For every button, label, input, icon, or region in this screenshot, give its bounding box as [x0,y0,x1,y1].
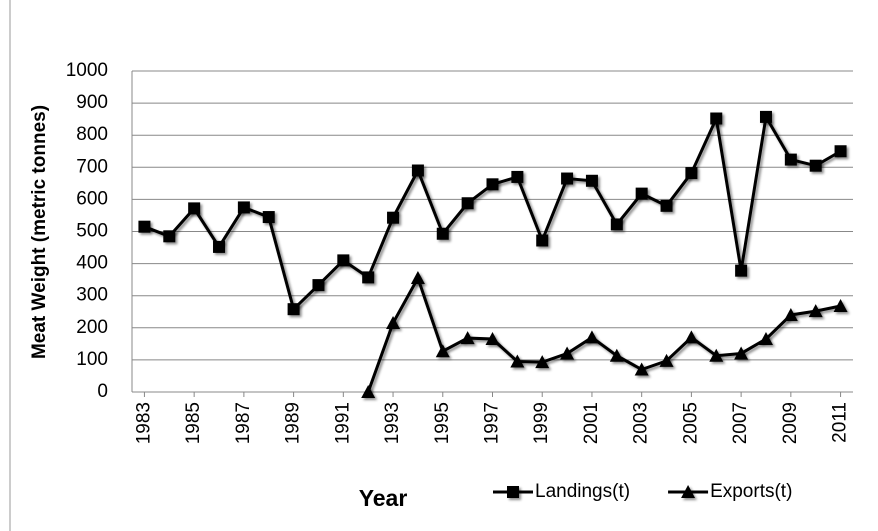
marker [660,199,673,212]
marker [188,202,201,215]
y-tick-label: 800 [76,124,108,145]
marker [337,254,350,267]
y-tick-label: 500 [76,221,108,242]
marker [436,227,449,240]
marker [507,486,519,498]
x-tick-label: 1983 [133,402,154,444]
marker [684,330,699,344]
marker [560,346,575,360]
marker [461,197,474,210]
marker [685,167,698,180]
x-tick-label: 2001 [581,402,602,444]
marker [410,271,425,285]
x-tick-label: 2009 [780,402,801,444]
marker [561,172,574,185]
marker [834,145,847,158]
marker [734,346,749,360]
x-tick-label: 1989 [283,402,304,444]
marker [362,271,375,284]
marker [213,240,226,253]
marker [361,385,376,398]
marker [809,159,822,172]
y-tick-label: 900 [76,92,108,113]
marker [536,234,549,247]
marker [460,331,475,345]
marker [262,211,275,224]
marker [833,298,848,312]
marker [511,170,524,183]
x-axis-label: Year [359,485,408,511]
x-tick-label: 2011 [830,402,851,443]
marker [312,279,325,292]
y-tick-label: 100 [76,349,108,370]
marker [783,307,798,321]
marker [486,178,499,191]
marker [411,164,424,177]
x-tick-label: 2003 [631,402,652,444]
marker [163,230,176,243]
x-tick-label: 1999 [531,402,552,444]
y-tick-label: 300 [76,285,108,306]
marker [510,354,525,368]
marker [386,315,401,329]
series-line [366,274,841,393]
marker [735,264,748,277]
y-tick-label: 200 [76,317,108,338]
marker [808,304,823,318]
marker [237,201,250,214]
marker [535,355,550,369]
marker [485,332,500,346]
x-tick-label: 1991 [332,402,353,444]
x-tick-label: 1993 [382,402,403,444]
y-tick-label: 1000 [66,60,108,81]
marker [759,110,772,123]
x-tick-label: 1997 [482,402,503,444]
y-tick-label: 700 [76,156,108,177]
x-tick-label: 2007 [730,402,751,444]
y-tick-label: 400 [76,253,108,274]
marker [758,332,773,346]
marker [659,353,674,367]
x-tick-label: 1985 [183,402,204,444]
x-tick-label: 1995 [432,402,453,444]
legend-label: Exports(t) [710,481,792,502]
marker [681,485,696,498]
marker [635,187,648,200]
marker [138,220,151,233]
marker [585,174,598,187]
legend-label: Landings(t) [535,481,630,502]
y-tick-label: 0 [97,381,108,402]
marker [634,362,649,376]
x-tick-label: 1987 [233,402,254,444]
marker [784,153,797,166]
marker [435,344,450,358]
y-axis-label: Meat Weight (metric tonnes) [29,105,50,359]
x-tick-label: 2005 [680,402,701,444]
marker [609,348,624,362]
y-tick-label: 600 [76,188,108,209]
marker [709,348,724,362]
marker [287,303,300,316]
marker [610,218,623,231]
marker [387,211,400,224]
marker [710,112,723,125]
marker [584,330,599,344]
